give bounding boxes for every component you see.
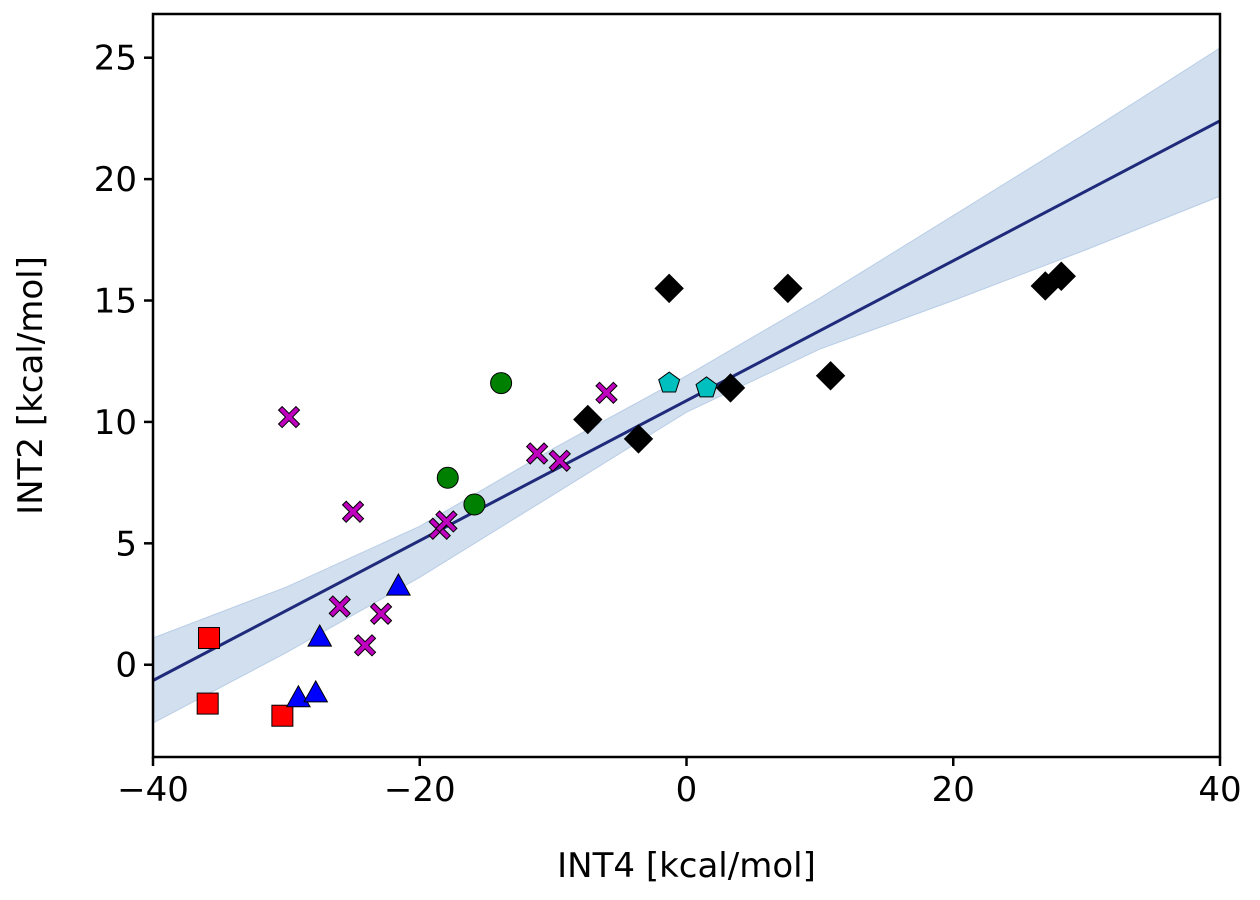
x-marker <box>341 500 365 523</box>
data-points-layer <box>196 261 1076 727</box>
diamond-marker <box>623 424 654 454</box>
x-tick-label: 20 <box>932 770 975 810</box>
diamond-marker <box>715 373 746 403</box>
y-tick-label: 25 <box>94 39 137 79</box>
x-marker <box>369 602 393 625</box>
x-axis-label: INT4 [kcal/mol] <box>557 846 816 886</box>
pentagon-marker <box>695 376 718 398</box>
circle-marker <box>436 466 459 489</box>
diamond-marker <box>654 273 684 304</box>
x-tick-label: −20 <box>384 770 456 810</box>
square-marker <box>196 692 219 715</box>
triangle-marker <box>307 623 333 647</box>
regression-line <box>152 119 1221 682</box>
x-axis-ticks: −40 −20 0 20 40 <box>117 757 1242 810</box>
triangle-marker <box>303 679 329 703</box>
x-marker <box>435 510 458 533</box>
y-tick-label: 10 <box>94 403 137 443</box>
circle-marker <box>463 493 486 516</box>
x-marker <box>525 442 549 465</box>
square-marker <box>271 704 294 727</box>
y-axis-label: INT2 [kcal/mol] <box>11 256 51 515</box>
pentagon-marker <box>658 371 681 393</box>
y-tick-label: 5 <box>115 524 137 564</box>
x-tick-label: 40 <box>1198 770 1241 810</box>
x-tick-label: −40 <box>117 770 189 810</box>
x-marker <box>548 449 572 472</box>
x-tick-label: 0 <box>676 770 698 810</box>
y-tick-label: 20 <box>94 160 137 200</box>
circle-marker <box>490 372 513 395</box>
diamond-marker <box>773 273 803 304</box>
fit-line-layer <box>152 119 1221 682</box>
triangle-marker <box>285 684 311 708</box>
confidence-band-layer <box>152 47 1221 724</box>
y-axis-ticks: 0 5 10 15 20 25 <box>94 39 153 686</box>
x-marker <box>328 595 351 618</box>
confidence-band <box>152 47 1221 724</box>
diamond-marker <box>573 404 603 435</box>
x-marker <box>277 405 301 429</box>
x-marker <box>353 634 377 657</box>
x-marker <box>595 381 618 404</box>
square-marker <box>198 627 221 650</box>
y-tick-label: 15 <box>94 282 137 322</box>
diamond-marker <box>1046 261 1076 291</box>
y-tick-label: 0 <box>115 646 137 686</box>
diamond-marker <box>815 361 846 391</box>
triangle-marker <box>385 573 411 596</box>
